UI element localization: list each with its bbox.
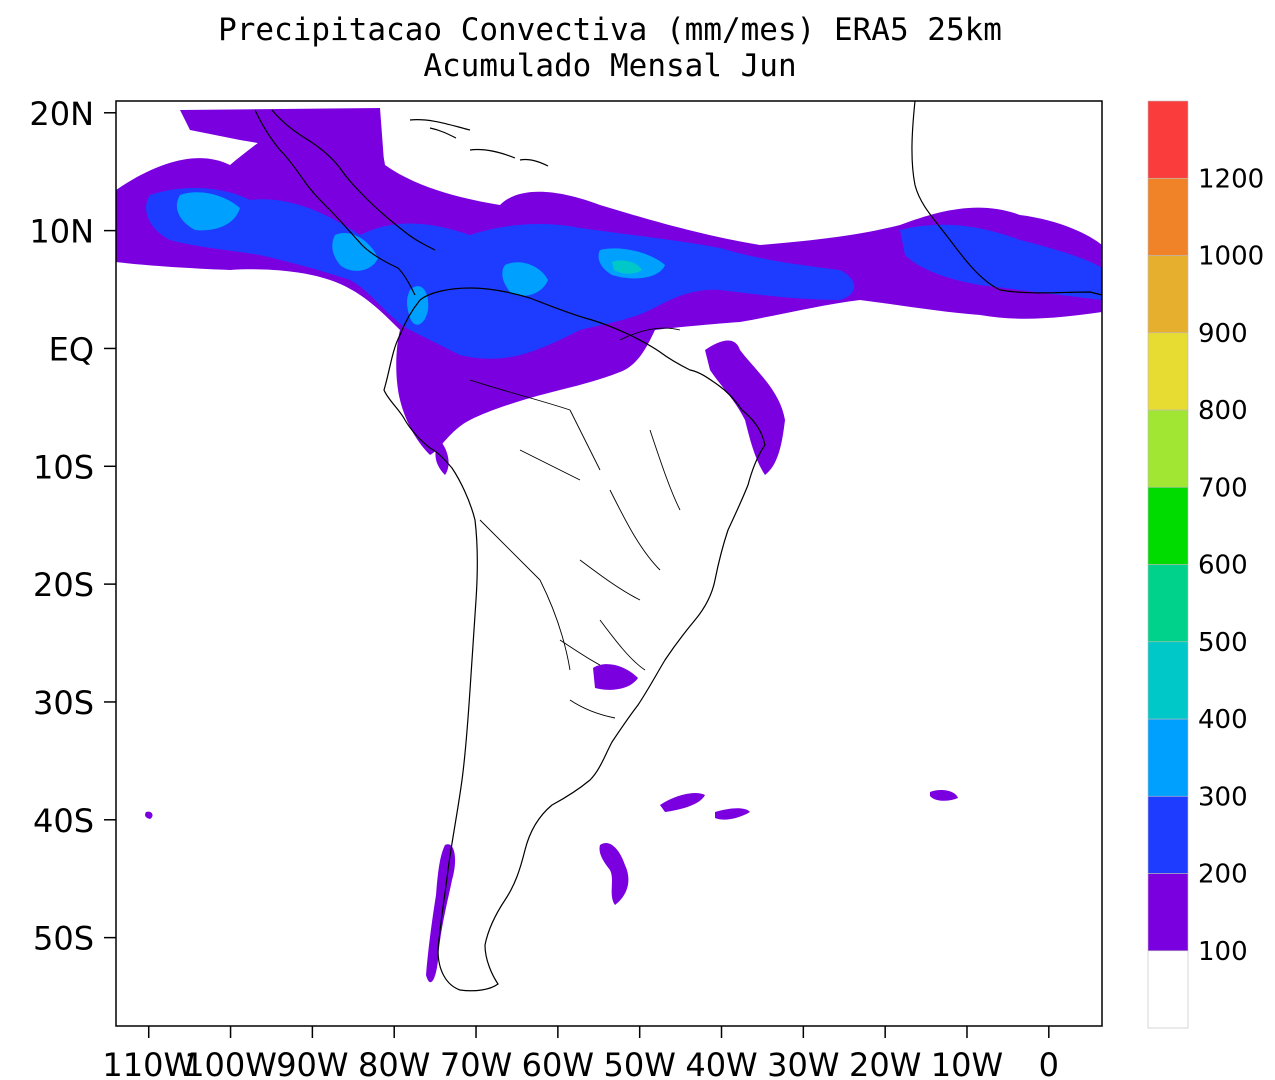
caribbean-islands bbox=[409, 119, 549, 167]
precip-100-atlantic-blob4 bbox=[930, 790, 958, 801]
lon-tick-label: 90W bbox=[276, 1046, 348, 1080]
colorbar-swatch bbox=[1147, 641, 1189, 720]
colorbar-swatch bbox=[1147, 486, 1189, 565]
lon-tick-label: 30W bbox=[767, 1046, 839, 1080]
lon-tick-label: 0 bbox=[1039, 1046, 1059, 1080]
lat-tick-label: 40S bbox=[33, 802, 94, 840]
lat-tick-label: 30S bbox=[33, 684, 94, 722]
precip-200-africa-coast bbox=[900, 224, 1102, 300]
precip-100-south-brazil bbox=[593, 664, 638, 690]
colorbar-swatch bbox=[1147, 100, 1189, 179]
precip-100-atlantic-blob3 bbox=[715, 808, 750, 820]
colorbar-label: 700 bbox=[1198, 473, 1248, 503]
lon-tick-label: 100W bbox=[184, 1046, 277, 1080]
lon-tick-label: 40W bbox=[685, 1046, 757, 1080]
precip-100-pacific-blob bbox=[145, 811, 153, 819]
lon-tick-label: 110W bbox=[102, 1046, 195, 1080]
colorbar-label: 200 bbox=[1198, 860, 1248, 890]
precip-100-atlantic-blob2 bbox=[660, 793, 705, 812]
colorbar-label: 300 bbox=[1198, 782, 1248, 812]
precip-400-core-atlantic bbox=[612, 260, 642, 274]
colorbar-label: 1000 bbox=[1198, 242, 1264, 272]
map-frame bbox=[115, 100, 1103, 1027]
precip-100-caribbean-north bbox=[180, 108, 385, 175]
colorbar-swatch bbox=[1147, 718, 1189, 797]
colorbar: 100 200 300 400 500 600 700 800 900 1000 1200 bbox=[1147, 100, 1264, 1029]
lon-tick-label: 20W bbox=[849, 1046, 921, 1080]
country-borders bbox=[469, 327, 681, 719]
colorbar-label: 900 bbox=[1198, 319, 1248, 349]
precip-100-atlantic-blob1 bbox=[599, 842, 629, 905]
colorbar-swatch bbox=[1147, 873, 1189, 952]
south-america-coast bbox=[383, 287, 766, 992]
colorbar-label: 800 bbox=[1198, 396, 1248, 426]
central-america-coast bbox=[254, 109, 436, 296]
lat-tick-label: 20S bbox=[33, 566, 94, 604]
colorbar-label: 400 bbox=[1198, 705, 1248, 735]
colorbar-label: 500 bbox=[1198, 628, 1248, 658]
map-title: Precipitacao Convectiva (mm/mes) ERA5 25… bbox=[218, 12, 1002, 48]
colorbar-label: 100 bbox=[1198, 937, 1248, 967]
lon-tick-label: 70W bbox=[440, 1046, 512, 1080]
precip-100-patagonia bbox=[426, 844, 456, 983]
colorbar-swatch bbox=[1147, 255, 1189, 334]
lat-tick-label: 20N bbox=[29, 95, 94, 133]
colorbar-swatch bbox=[1147, 332, 1189, 411]
colorbar-swatch bbox=[1147, 950, 1189, 1029]
lat-tick-label: 50S bbox=[33, 920, 94, 958]
latitude-axis: 20N 10N EQ 10S 20S 30S 40S 50S bbox=[29, 95, 116, 958]
colorbar-swatch bbox=[1147, 409, 1189, 488]
africa-coast bbox=[911, 101, 1102, 296]
colorbar-swatch bbox=[1147, 564, 1189, 643]
lat-tick-label: EQ bbox=[49, 330, 94, 368]
colorbar-swatch bbox=[1147, 177, 1189, 256]
colorbar-swatch bbox=[1147, 795, 1189, 874]
precip-300-core-andes bbox=[407, 286, 429, 325]
lon-tick-label: 10W bbox=[931, 1046, 1003, 1080]
coastlines bbox=[254, 101, 1102, 992]
lat-tick-label: 10N bbox=[29, 213, 94, 251]
map-subtitle: Acumulado Mensal Jun bbox=[423, 48, 797, 84]
colorbar-label: 1200 bbox=[1198, 164, 1264, 194]
colorbar-label: 600 bbox=[1198, 551, 1248, 581]
lon-tick-label: 50W bbox=[604, 1046, 676, 1080]
precip-300-core-venezuela bbox=[502, 262, 548, 296]
lon-tick-label: 60W bbox=[522, 1046, 594, 1080]
lon-tick-label: 80W bbox=[358, 1046, 430, 1080]
precipitation-field bbox=[116, 108, 1102, 983]
precip-300-core-colombia bbox=[332, 232, 378, 271]
precip-200-band bbox=[146, 188, 855, 359]
precip-300-core-pacific bbox=[176, 192, 240, 231]
precip-100-brazil-coast bbox=[705, 340, 785, 475]
lat-tick-label: 10S bbox=[33, 448, 94, 486]
